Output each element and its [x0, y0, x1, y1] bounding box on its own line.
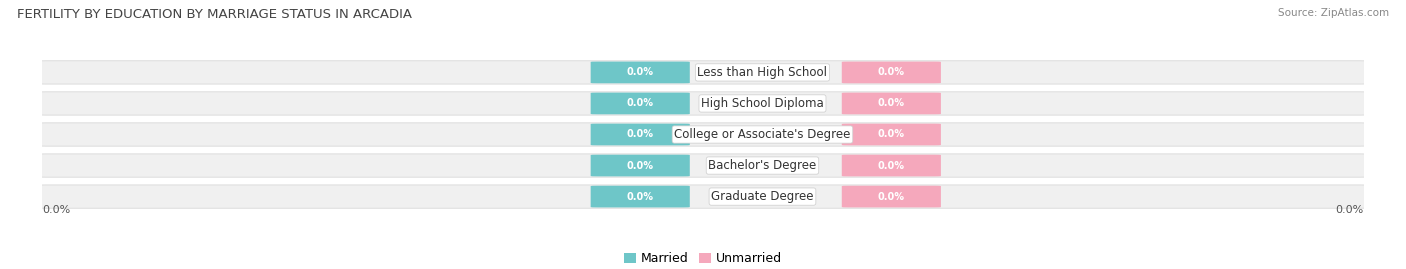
- Text: 0.0%: 0.0%: [627, 68, 654, 77]
- Text: 0.0%: 0.0%: [627, 98, 654, 108]
- FancyBboxPatch shape: [591, 62, 690, 83]
- FancyBboxPatch shape: [35, 185, 1371, 208]
- FancyBboxPatch shape: [35, 154, 1371, 177]
- Text: 0.0%: 0.0%: [627, 192, 654, 201]
- FancyBboxPatch shape: [591, 155, 690, 176]
- FancyBboxPatch shape: [591, 124, 690, 145]
- Text: 0.0%: 0.0%: [42, 205, 70, 215]
- FancyBboxPatch shape: [842, 186, 941, 207]
- FancyBboxPatch shape: [35, 61, 1371, 84]
- Text: Source: ZipAtlas.com: Source: ZipAtlas.com: [1278, 8, 1389, 18]
- Text: FERTILITY BY EDUCATION BY MARRIAGE STATUS IN ARCADIA: FERTILITY BY EDUCATION BY MARRIAGE STATU…: [17, 8, 412, 21]
- FancyBboxPatch shape: [842, 124, 941, 145]
- Text: 0.0%: 0.0%: [877, 98, 905, 108]
- Text: 0.0%: 0.0%: [877, 192, 905, 201]
- Text: 0.0%: 0.0%: [877, 68, 905, 77]
- Text: Graduate Degree: Graduate Degree: [711, 190, 814, 203]
- FancyBboxPatch shape: [842, 62, 941, 83]
- Text: Less than High School: Less than High School: [697, 66, 828, 79]
- FancyBboxPatch shape: [35, 123, 1371, 146]
- Text: 0.0%: 0.0%: [627, 161, 654, 171]
- FancyBboxPatch shape: [35, 92, 1371, 115]
- Text: 0.0%: 0.0%: [877, 161, 905, 171]
- FancyBboxPatch shape: [591, 186, 690, 207]
- Text: 0.0%: 0.0%: [877, 129, 905, 140]
- FancyBboxPatch shape: [842, 93, 941, 114]
- FancyBboxPatch shape: [842, 155, 941, 176]
- Text: 0.0%: 0.0%: [1336, 205, 1364, 215]
- Text: College or Associate's Degree: College or Associate's Degree: [675, 128, 851, 141]
- Legend: Married, Unmarried: Married, Unmarried: [619, 247, 787, 269]
- Text: Bachelor's Degree: Bachelor's Degree: [709, 159, 817, 172]
- Text: 0.0%: 0.0%: [627, 129, 654, 140]
- FancyBboxPatch shape: [591, 93, 690, 114]
- Text: High School Diploma: High School Diploma: [702, 97, 824, 110]
